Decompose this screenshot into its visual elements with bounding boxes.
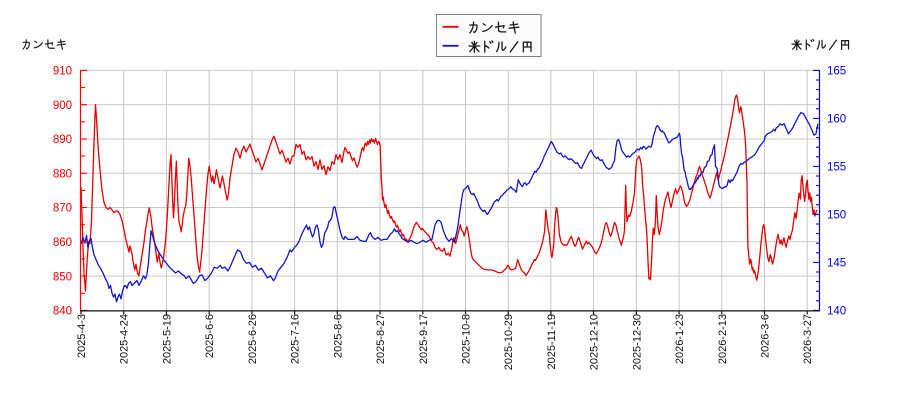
- svg-text:155: 155: [827, 162, 846, 174]
- svg-text:900: 900: [53, 100, 72, 112]
- svg-text:2025-4-24: 2025-4-24: [119, 314, 131, 364]
- svg-text:2025-11-19: 2025-11-19: [546, 314, 558, 369]
- svg-text:140: 140: [827, 306, 846, 318]
- svg-text:860: 860: [53, 237, 72, 249]
- svg-text:165: 165: [827, 66, 846, 78]
- svg-text:870: 870: [53, 203, 72, 215]
- svg-text:2025-9-17: 2025-9-17: [418, 314, 430, 364]
- svg-text:160: 160: [827, 114, 846, 126]
- svg-text:2025-10-8: 2025-10-8: [461, 314, 473, 364]
- svg-text:2025-5-19: 2025-5-19: [161, 314, 173, 364]
- svg-text:145: 145: [827, 258, 846, 270]
- svg-text:2026-3-27: 2026-3-27: [802, 314, 814, 364]
- svg-text:2026-2-13: 2026-2-13: [717, 314, 729, 364]
- svg-text:2025-6-26: 2025-6-26: [247, 314, 259, 364]
- svg-text:2025-10-29: 2025-10-29: [503, 314, 515, 370]
- svg-text:840: 840: [53, 306, 72, 318]
- svg-text:910: 910: [53, 66, 72, 78]
- svg-text:2025-8-27: 2025-8-27: [375, 314, 387, 364]
- svg-text:150: 150: [827, 210, 846, 222]
- svg-text:2025-4-3: 2025-4-3: [76, 314, 88, 358]
- svg-text:890: 890: [53, 134, 72, 146]
- svg-text:2026-1-23: 2026-1-23: [674, 314, 686, 364]
- svg-text:2025-8-6: 2025-8-6: [332, 314, 344, 358]
- svg-text:2025-12-10: 2025-12-10: [589, 314, 601, 370]
- svg-text:2025-12-30: 2025-12-30: [631, 314, 643, 370]
- svg-text:2025-6-6: 2025-6-6: [204, 314, 216, 358]
- svg-text:880: 880: [53, 169, 72, 181]
- svg-text:2025-7-16: 2025-7-16: [290, 314, 302, 364]
- svg-text:850: 850: [53, 271, 72, 283]
- svg-text:2026-3-6: 2026-3-6: [760, 314, 772, 358]
